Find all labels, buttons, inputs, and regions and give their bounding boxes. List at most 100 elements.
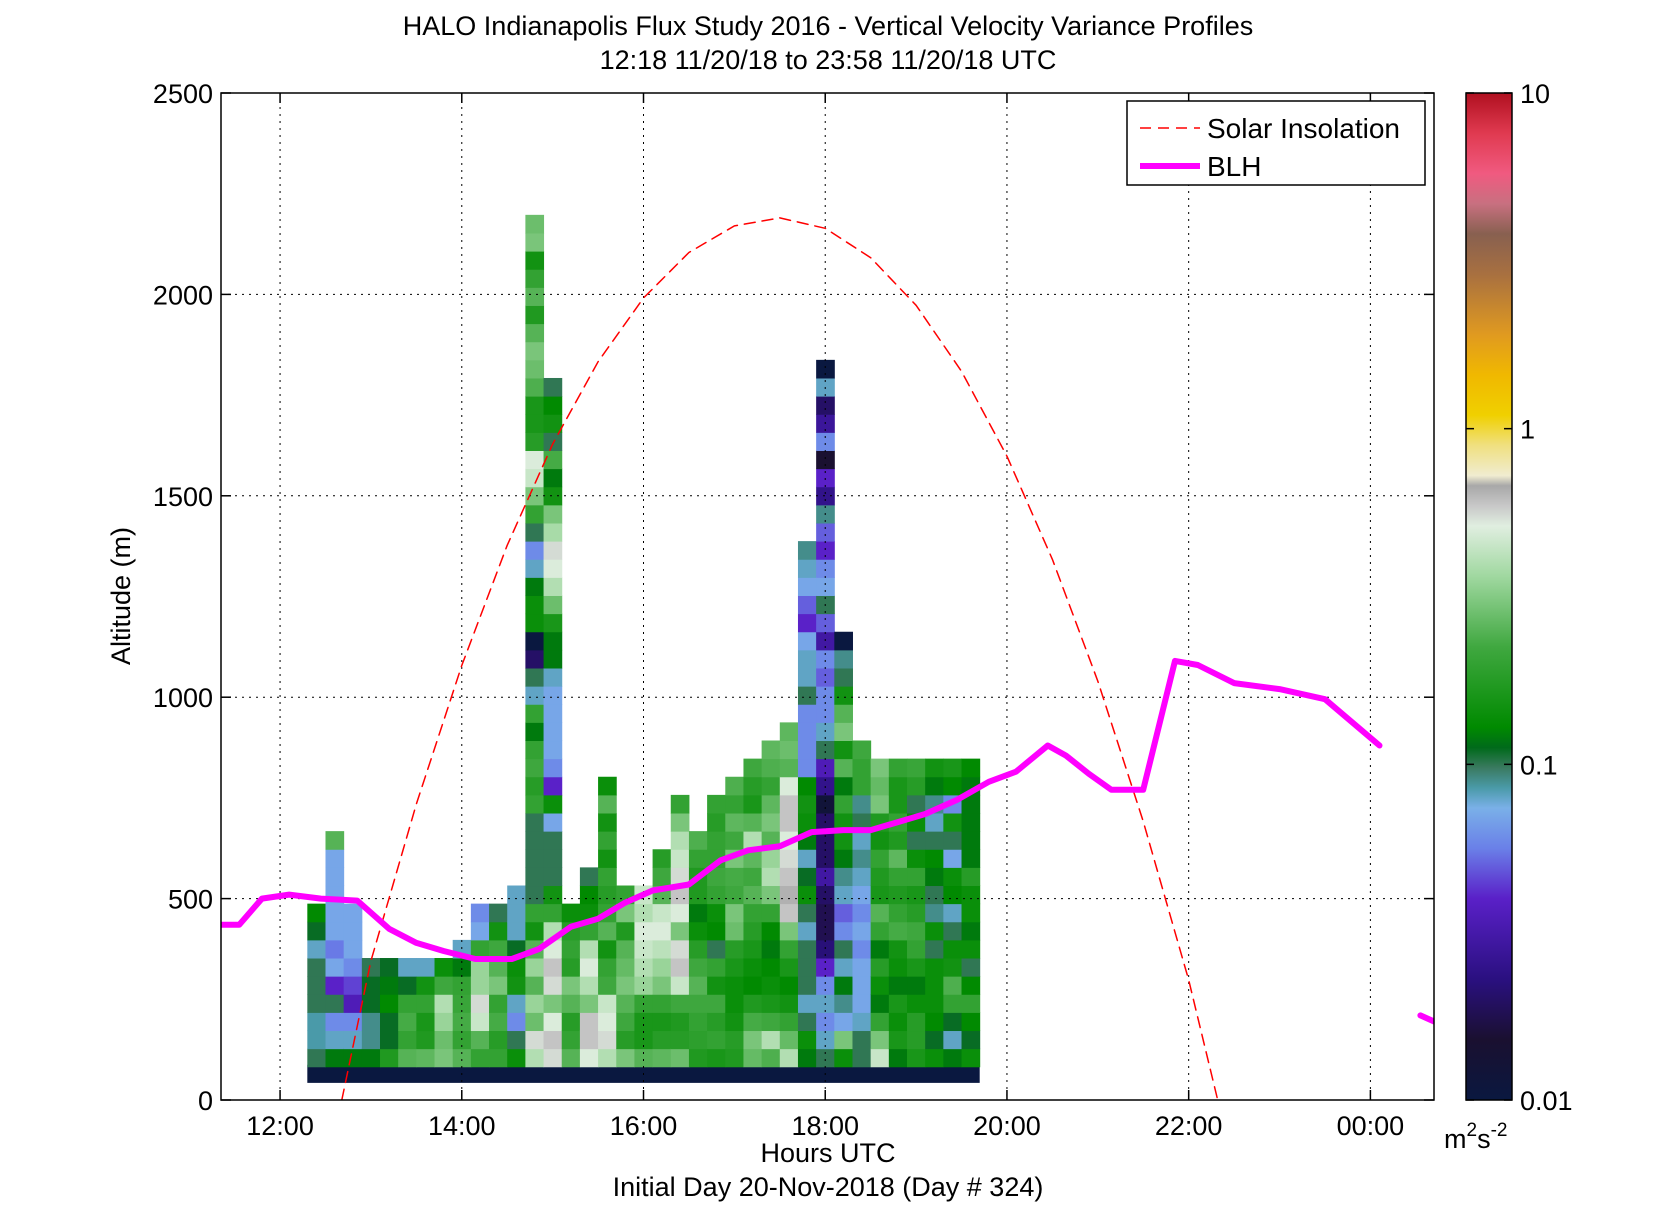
- heatmap-cell: [779, 849, 799, 868]
- heatmap-cell: [961, 939, 981, 959]
- heatmap-cell: [470, 1048, 490, 1068]
- heatmap-cell: [343, 921, 363, 941]
- heatmap-cell: [543, 704, 563, 723]
- heatmap-cell: [870, 1048, 890, 1068]
- heatmap-cell: [779, 1030, 799, 1050]
- heatmap-cell: [616, 1012, 635, 1032]
- heatmap-cell: [834, 994, 853, 1013]
- heatmap-cell: [888, 776, 908, 796]
- heatmap-cell: [434, 1012, 454, 1032]
- heatmap-cell: [888, 1012, 908, 1032]
- heatmap-cell: [834, 939, 853, 959]
- heatmap-cell: [961, 1048, 981, 1068]
- heatmap-cell: [834, 813, 853, 832]
- heatmap-cell: [816, 396, 835, 415]
- heatmap-cell: [670, 903, 690, 923]
- heatmap-cell: [579, 976, 599, 995]
- heatmap-cell: [852, 994, 872, 1013]
- heatmap-cell: [525, 613, 545, 633]
- y-tick-label: 1500: [153, 482, 213, 512]
- heatmap-cell: [888, 885, 908, 905]
- series-line-blh: [1417, 1012, 1434, 1025]
- heatmap-cell: [816, 468, 835, 488]
- heatmap-cell: [834, 722, 853, 742]
- heatmap-cell: [543, 1030, 563, 1050]
- heatmap-cell: [380, 1030, 399, 1050]
- heatmap-cell: [743, 885, 763, 905]
- heatmap-cell: [761, 813, 781, 832]
- heatmap-cell: [816, 577, 835, 596]
- heatmap-cell: [361, 994, 381, 1013]
- heatmap-cell: [816, 432, 835, 451]
- chart-title: HALO Indianapolis Flux Study 2016 - Vert…: [403, 11, 1253, 41]
- heatmap-cell: [852, 813, 872, 832]
- heatmap-cell: [834, 1012, 853, 1032]
- heatmap-cell: [489, 939, 508, 959]
- y-axis: 0 500 1000 1500 2000 2500: [153, 79, 1434, 1116]
- heatmap-cell: [797, 704, 817, 723]
- colorbar-units-base: m: [1444, 1124, 1467, 1154]
- heatmap-cell: [525, 214, 545, 234]
- heatmap-cell: [797, 976, 817, 995]
- heatmap-cell: [816, 450, 835, 470]
- heatmap-cell: [616, 921, 635, 941]
- chart-subtitle: 12:18 11/20/18 to 23:58 11/20/18 UTC: [600, 45, 1057, 75]
- heatmap-cell: [925, 994, 944, 1013]
- heatmap-cell: [761, 776, 781, 796]
- heatmap-cell: [525, 794, 545, 814]
- heatmap-cell: [543, 831, 563, 850]
- heatmap-cell: [961, 921, 981, 941]
- heatmap-cell: [852, 1048, 872, 1068]
- heatmap-cell: [888, 849, 908, 868]
- heatmap-cell: [743, 813, 763, 832]
- heatmap-cell: [416, 976, 436, 995]
- heatmap-cell: [688, 903, 708, 923]
- heatmap-cell: [907, 939, 926, 959]
- heatmap-cell: [797, 921, 817, 941]
- heatmap-cell: [816, 758, 835, 778]
- heatmap-cell: [852, 885, 872, 905]
- heatmap-cell: [307, 903, 326, 923]
- heatmap-cell: [725, 831, 744, 850]
- heatmap-cell: [743, 994, 763, 1013]
- heatmap-cell: [688, 1048, 708, 1068]
- heatmap-cell: [434, 994, 454, 1013]
- heatmap-cell: [707, 1030, 726, 1050]
- heatmap-cell: [852, 921, 872, 941]
- heatmap-cell: [925, 885, 944, 905]
- x-axis: 12:00 14:00 16:00 18:00 20:00 22:00 00:00: [246, 93, 1404, 1141]
- heatmap-cell: [961, 885, 981, 905]
- heatmap-cell: [525, 776, 545, 796]
- heatmap-cell: [543, 1048, 563, 1068]
- heatmap-cell: [543, 649, 563, 669]
- heatmap-cell: [616, 976, 635, 995]
- heatmap-cell: [398, 1012, 417, 1032]
- heatmap-cell: [543, 541, 563, 560]
- heatmap-cell: [725, 994, 744, 1013]
- heatmap-cell: [543, 958, 563, 977]
- heatmap-cell: [380, 994, 399, 1013]
- heatmap-cell: [598, 831, 617, 850]
- heatmap-cell: [961, 794, 981, 814]
- heatmap-cell: [525, 541, 545, 560]
- heatmap-cell: [616, 1048, 635, 1068]
- heatmap-cell: [797, 541, 817, 560]
- heatmap-cell: [416, 1012, 436, 1032]
- heatmap-cell: [507, 1048, 526, 1068]
- heatmap-cell: [652, 921, 672, 941]
- heatmap-cell: [834, 776, 853, 796]
- heatmap-cell: [797, 758, 817, 778]
- heatmap-cell: [925, 867, 944, 887]
- heatmap-cell: [907, 976, 926, 995]
- heatmap-cell: [688, 921, 708, 941]
- heatmap-cell: [307, 1012, 326, 1032]
- heatmap-cell: [525, 577, 545, 596]
- heatmap-cell: [834, 831, 853, 850]
- heatmap-cell: [907, 758, 926, 778]
- heatmap-cell: [307, 1048, 326, 1068]
- heatmap-cell: [961, 903, 981, 923]
- heatmap-cell: [543, 686, 563, 705]
- heatmap-cell: [525, 1012, 545, 1032]
- heatmap-cell: [852, 740, 872, 760]
- heatmap-cell: [834, 667, 853, 687]
